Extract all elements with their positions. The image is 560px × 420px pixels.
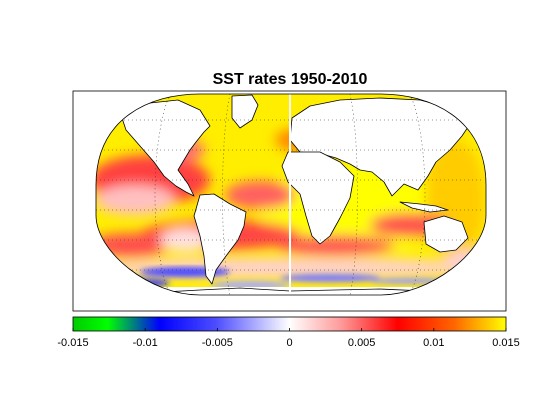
- colorbar-tick-label: 0: [286, 337, 292, 349]
- colorbar-tick-label: -0.005: [202, 337, 233, 349]
- sst-map: [96, 94, 486, 295]
- colorbar-tick-label: -0.01: [133, 337, 158, 349]
- land-masses: [109, 94, 481, 295]
- colorbar-tick-label: 0.01: [423, 337, 444, 349]
- eurasia: [289, 97, 471, 197]
- colorbar-ticks: -0.015 -0.01 -0.005 0 0.005 0.01 0.015: [57, 328, 520, 349]
- antarctica: [109, 287, 481, 295]
- chart-title: SST rates 1950-2010: [213, 71, 368, 88]
- colorbar-tick-label: -0.015: [57, 337, 88, 349]
- south-america: [193, 193, 247, 285]
- colorbar-tick-label: 0.005: [348, 337, 376, 349]
- graticule: [96, 94, 484, 295]
- colorbar-tick-label: 0.015: [492, 337, 520, 349]
- north-america: [119, 99, 211, 197]
- map-axes-frame: [72, 90, 507, 312]
- globe-outline: [95, 93, 487, 296]
- australia: [423, 215, 469, 253]
